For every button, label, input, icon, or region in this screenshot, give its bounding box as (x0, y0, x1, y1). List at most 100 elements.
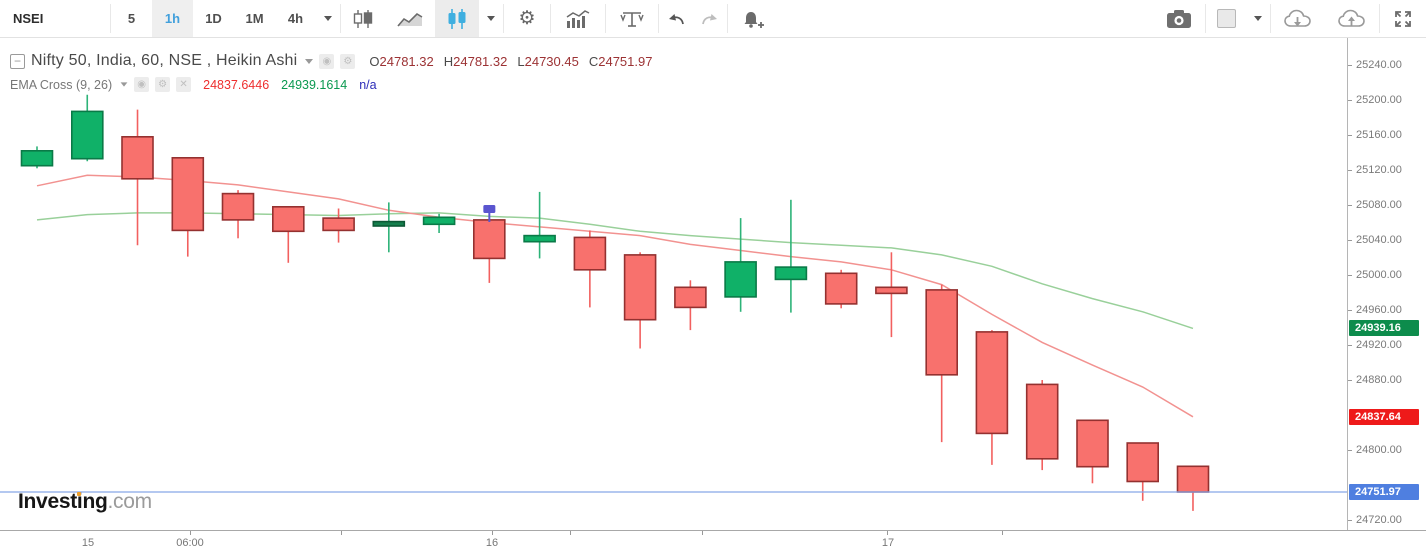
candle-body[interactable] (472, 219, 506, 260)
price-tick-label: 24920.00 (1348, 339, 1402, 351)
collapse-legend-icon[interactable]: − (10, 53, 25, 69)
save-chart-button[interactable] (1325, 0, 1379, 37)
price-tick-label: 25040.00 (1348, 234, 1402, 246)
candle-body[interactable] (774, 266, 808, 281)
indicator-close-icon[interactable]: ✕ (176, 77, 192, 92)
chevron-down-icon[interactable] (305, 58, 314, 64)
candle-body[interactable] (422, 216, 456, 226)
candle-body[interactable] (221, 192, 255, 221)
compare-button[interactable] (606, 0, 658, 37)
indicators-icon (566, 9, 590, 28)
heikin-ashi-icon (448, 8, 466, 29)
candle-body[interactable] (523, 234, 556, 243)
layout-square-icon (1216, 9, 1236, 28)
event-marker-icon[interactable] (483, 205, 496, 213)
price-axis[interactable]: 25240.00 25200.00 25160.00 25120.00 25080.00… (1347, 38, 1426, 530)
heikin-ashi-style-button[interactable] (435, 0, 479, 37)
timeframe-dropdown-button[interactable] (316, 0, 340, 37)
symbol-input[interactable]: NSEI (13, 11, 44, 26)
candle-body[interactable] (171, 157, 205, 232)
visibility-icon[interactable]: ◉ (319, 53, 335, 69)
candle-body[interactable] (271, 206, 305, 233)
bell-plus-icon (744, 11, 764, 28)
style-dropdown-button[interactable] (479, 0, 503, 37)
candle-body[interactable] (1025, 383, 1059, 460)
candle-body[interactable] (71, 110, 104, 160)
fullscreen-button[interactable] (1380, 0, 1426, 37)
chart-toolbar: NSEI 5 1h 1D 1M 4h ⚙ (0, 0, 1426, 38)
timeframe-5m-button[interactable]: 5 (127, 11, 136, 26)
candle-body[interactable] (372, 220, 406, 227)
scales-icon (620, 11, 644, 27)
price-tag-last: 24751.97 (1349, 484, 1419, 500)
undo-arrow-icon (669, 13, 684, 24)
timeframe-1h-button[interactable]: 1h (152, 0, 193, 37)
layout-button[interactable] (1206, 0, 1246, 37)
candle-body[interactable] (1076, 419, 1109, 468)
price-tick-label: 24880.00 (1348, 374, 1402, 386)
snapshot-button[interactable] (1153, 0, 1205, 37)
candle-body[interactable] (824, 272, 858, 305)
chevron-down-icon (324, 16, 332, 21)
time-tick-mark (1002, 531, 1003, 535)
toolbar-spacer (780, 0, 1153, 37)
timeframe-1d-button[interactable]: 1D (205, 11, 222, 26)
candle-body[interactable] (724, 261, 757, 298)
candle-body[interactable] (322, 217, 355, 232)
time-tick-mark (570, 531, 571, 535)
price-tick-label: 24720.00 (1348, 514, 1402, 526)
redo-arrow-icon (702, 13, 717, 24)
price-tag-ema-fast: 24837.64 (1349, 409, 1419, 425)
toolbar-divider (1205, 4, 1206, 33)
candlestick-style-button[interactable] (341, 0, 385, 37)
gear-icon: ⚙ (518, 8, 536, 29)
ema-line (36, 212, 1194, 330)
series-settings-icon[interactable]: ⚙ (340, 53, 356, 69)
ema-line (36, 174, 1194, 418)
series-title: Nifty 50, India, 60, NSE , Heikin Ashi (31, 52, 298, 69)
area-chart-icon (397, 12, 423, 27)
candle-body[interactable] (975, 331, 1009, 435)
redo-button[interactable] (693, 0, 727, 37)
toolbar-divider (658, 4, 659, 33)
toolbar-divider (550, 4, 551, 33)
time-tick-mark (702, 531, 703, 535)
candle-body[interactable] (1126, 442, 1159, 483)
timeframe-4h-button[interactable]: 4h (287, 11, 304, 26)
candle-body[interactable] (20, 150, 54, 167)
candle-body[interactable] (925, 289, 959, 376)
indicator-visibility-icon[interactable]: ◉ (134, 77, 150, 92)
candle-body[interactable] (623, 254, 657, 321)
time-axis[interactable]: 15 06:00 16 17 (0, 530, 1426, 556)
cloud-upload-icon (1338, 9, 1365, 27)
time-tick-label: 16 (485, 537, 499, 549)
chevron-down-icon (487, 16, 495, 21)
candle-body[interactable] (573, 236, 607, 271)
candle-body[interactable] (1176, 465, 1210, 493)
candle-body[interactable] (674, 286, 707, 309)
price-tick-label: 25080.00 (1348, 199, 1402, 211)
candle-body[interactable] (875, 286, 908, 295)
layout-dropdown-button[interactable] (1246, 0, 1270, 37)
indicator-value-extra: n/a (359, 77, 377, 92)
candle-body[interactable] (121, 136, 154, 180)
timeframe-1m-button[interactable]: 1M (245, 11, 264, 26)
add-alert-button[interactable] (728, 0, 780, 37)
time-tick-label: 15 (81, 537, 95, 549)
indicator-settings-icon[interactable]: ⚙ (155, 77, 171, 92)
indicator-name: EMA Cross (9, 26) (10, 77, 113, 92)
time-tick-mark (190, 531, 191, 535)
chevron-down-icon[interactable] (120, 82, 128, 87)
undo-button[interactable] (659, 0, 693, 37)
chart-area[interactable]: − Nifty 50, India, 60, NSE , Heikin Ashi… (0, 38, 1426, 556)
toolbar-divider (1379, 4, 1380, 33)
price-plot[interactable] (0, 38, 1347, 530)
time-tick-mark (492, 531, 493, 535)
price-tick-label: 25200.00 (1348, 94, 1402, 106)
toolbar-divider (503, 4, 504, 33)
settings-button[interactable]: ⚙ (504, 0, 550, 37)
load-chart-button[interactable] (1271, 0, 1325, 37)
camera-icon (1167, 9, 1191, 28)
indicators-button[interactable] (551, 0, 605, 37)
area-style-button[interactable] (385, 0, 435, 37)
